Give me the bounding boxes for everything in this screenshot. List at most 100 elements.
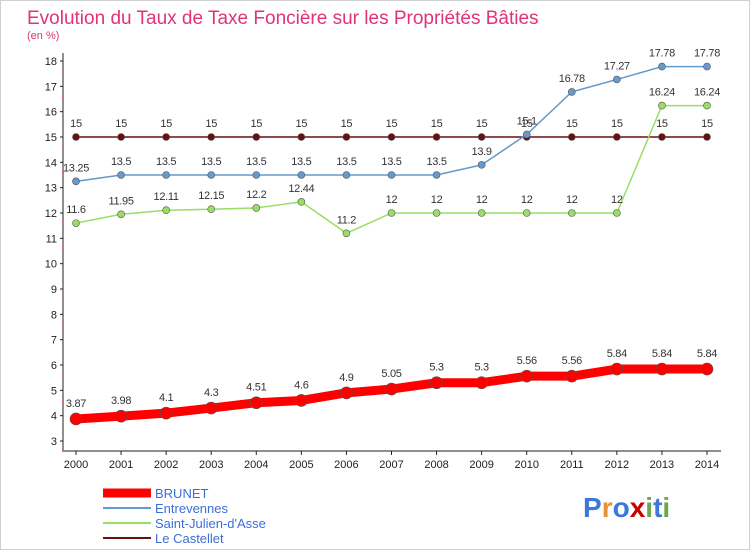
y-tick-label: 9 <box>51 284 57 296</box>
data-label-saint-julien-d-asse: 12 <box>386 194 398 206</box>
data-point-le-castellet <box>658 133 666 141</box>
y-tick-label: 11 <box>46 233 57 245</box>
proxiti-letter: t <box>653 492 662 523</box>
x-tick-label: 2014 <box>695 459 719 471</box>
y-tick-label: 6 <box>51 360 57 372</box>
data-point-saint-julien-d-asse <box>162 206 170 215</box>
y-minor-dot <box>62 374 64 376</box>
x-tick-label: 2005 <box>289 459 313 471</box>
proxiti-letter: o <box>613 492 630 523</box>
y-minor-dot <box>62 196 64 199</box>
y-minor-dot <box>62 424 64 427</box>
axes: 3 4 5 6 7 8 9 10 11 12 13 14 15 16 17 18 2000 2001 2002 200… <box>45 53 721 471</box>
data-label-le-castellet: 15 <box>341 118 353 130</box>
data-point-le-castellet <box>207 133 216 141</box>
chart-title: Evolution du Taux de Taxe Foncière sur l… <box>27 8 539 29</box>
data-point-le-castellet <box>297 133 306 141</box>
x-tick-label: 2013 <box>650 459 674 471</box>
data-point-entrevennes <box>72 177 80 186</box>
y-minor-dot <box>62 450 64 452</box>
y-tick-label: 16 <box>45 107 57 119</box>
data-label-saint-julien-d-asse: 11.2 <box>337 214 357 226</box>
data-point-brunet <box>159 406 173 420</box>
y-tick-label: 18 <box>45 56 57 68</box>
y-tick-label: 8 <box>51 309 57 321</box>
data-point-le-castellet <box>477 133 486 141</box>
y-minor-dot <box>62 272 64 275</box>
data-label-le-castellet: 15 <box>296 118 308 130</box>
data-point-entrevennes <box>162 171 170 179</box>
data-label-brunet: 5.56 <box>562 355 582 367</box>
data-label-entrevennes: 13.5 <box>246 156 266 168</box>
data-label-brunet: 5.05 <box>381 368 401 380</box>
data-label-entrevennes: 13.5 <box>381 156 401 168</box>
data-point-le-castellet <box>117 133 125 141</box>
data-point-saint-julien-d-asse <box>252 204 261 212</box>
data-label-saint-julien-d-asse: 16.24 <box>649 87 675 99</box>
proxiti-letter: x <box>630 492 646 523</box>
data-label-le-castellet: 15 <box>160 118 172 130</box>
data-label-saint-julien-d-asse: 12 <box>611 194 623 206</box>
data-label-saint-julien-d-asse: 12.11 <box>154 191 179 203</box>
data-label-brunet: 5.56 <box>517 355 537 367</box>
y-minor-dot <box>62 298 64 300</box>
data-point-le-castellet <box>703 133 711 141</box>
x-tick-label: 2011 <box>560 459 584 471</box>
y-minor-dot <box>62 95 64 98</box>
data-label-le-castellet: 15 <box>521 118 533 130</box>
x-tick-label: 2008 <box>424 459 448 471</box>
data-point-saint-julien-d-asse <box>613 209 621 217</box>
data-point-entrevennes <box>342 171 351 179</box>
data-label-saint-julien-d-asse: 16.24 <box>694 87 720 99</box>
y-minor-dot <box>62 120 64 123</box>
proxiti-logo-text: Proxiti <box>583 492 670 523</box>
data-point-entrevennes <box>432 171 441 179</box>
data-label-entrevennes: 13.9 <box>472 146 492 158</box>
data-point-brunet <box>340 386 353 400</box>
data-label-le-castellet: 15 <box>656 118 668 130</box>
y-minor-dot <box>62 323 64 326</box>
data-label-le-castellet: 15 <box>566 118 578 130</box>
data-label-brunet: 4.3 <box>204 387 219 399</box>
data-label-brunet: 3.87 <box>66 398 86 410</box>
data-point-entrevennes <box>387 171 396 179</box>
data-point-brunet <box>204 401 218 415</box>
data-point-le-castellet <box>252 133 261 141</box>
data-label-entrevennes: 13.25 <box>63 162 89 174</box>
data-point-le-castellet <box>72 133 80 141</box>
data-point-saint-julien-d-asse <box>567 209 576 217</box>
y-tick-label: 13 <box>45 183 57 195</box>
y-tick-label: 4 <box>51 411 57 423</box>
proxiti-letter: i <box>662 492 670 523</box>
data-point-brunet <box>114 409 128 423</box>
data-point-brunet <box>475 376 488 390</box>
x-tick-label: 2002 <box>154 459 178 471</box>
data-label-entrevennes: 17.78 <box>649 48 675 60</box>
series-le-castellet: 15 15 15 15 15 15 15 15 15 15 15 15 15 15 15 <box>70 118 713 141</box>
data-label-le-castellet: 15 <box>70 118 82 130</box>
data-point-saint-julien-d-asse <box>117 210 125 219</box>
proxiti-letter: r <box>602 492 613 523</box>
series-entrevennes: 13.25 13.5 13.5 13.5 13.5 13.5 13.5 13.5 13.5 13.… <box>63 48 720 186</box>
x-tick-label: 2010 <box>514 459 538 471</box>
data-point-entrevennes <box>703 62 711 71</box>
data-label-saint-julien-d-asse: 12.2 <box>246 189 266 201</box>
data-label-le-castellet: 15 <box>476 118 488 130</box>
x-tick-label: 2004 <box>244 459 268 471</box>
data-point-entrevennes <box>117 171 125 179</box>
data-point-brunet <box>565 369 579 383</box>
data-point-entrevennes <box>522 130 531 139</box>
data-label-brunet: 5.84 <box>652 348 672 360</box>
data-label-saint-julien-d-asse: 12 <box>431 194 443 206</box>
data-label-le-castellet: 15 <box>611 118 623 130</box>
data-point-brunet <box>249 396 263 410</box>
y-minor-dot <box>62 247 64 250</box>
data-point-entrevennes <box>477 161 486 169</box>
data-point-saint-julien-d-asse <box>432 209 441 217</box>
data-point-le-castellet <box>613 133 621 141</box>
data-label-brunet: 5.3 <box>429 362 444 374</box>
data-label-entrevennes: 13.5 <box>291 156 311 168</box>
data-label-saint-julien-d-asse: 12.44 <box>288 183 314 195</box>
data-label-le-castellet: 15 <box>701 118 713 130</box>
y-minor-dot <box>62 171 64 174</box>
